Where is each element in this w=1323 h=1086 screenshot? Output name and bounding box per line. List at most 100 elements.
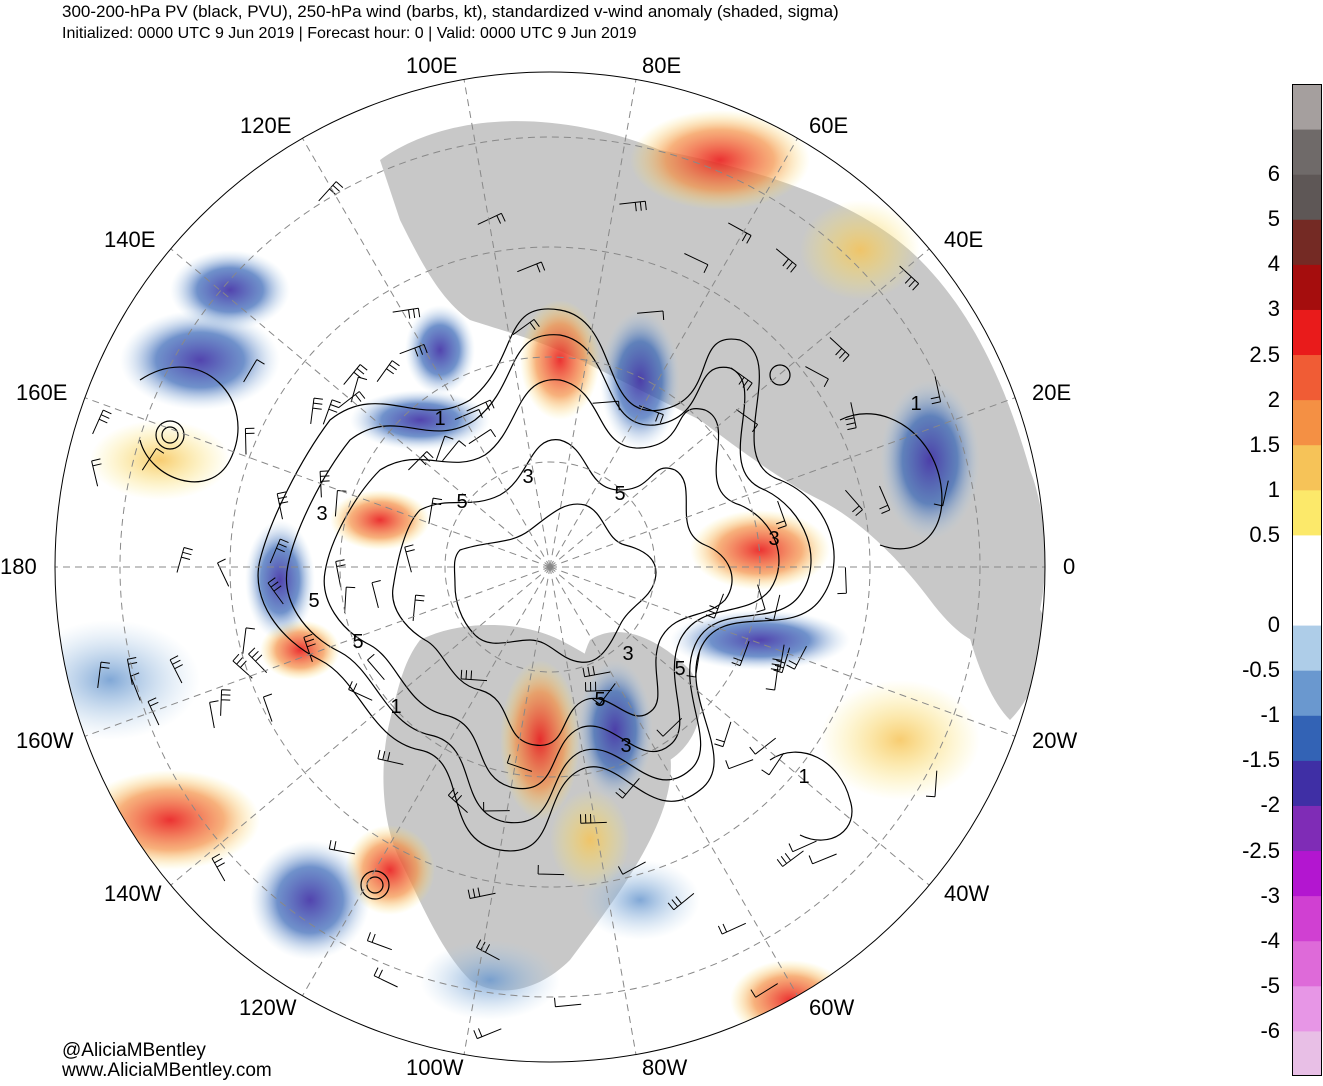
longitude-label: 140E [104,227,156,252]
pv-closed-contour [155,420,185,450]
wind-barb [344,586,356,614]
wind-barb [130,672,141,701]
wind-barb [725,759,754,770]
anomaly-blob [245,520,315,640]
wind-barb [243,359,265,383]
pv-contour-label: 1 [910,393,921,415]
wind-barb [684,253,709,274]
colorbar-label: -0.5 [1242,657,1280,682]
anomaly-blob [630,110,810,210]
colorbar-swatch [1292,850,1322,897]
colorbar-label: -6 [1260,1018,1280,1043]
colorbar-swatch [1292,534,1322,581]
colorbar-swatch [1292,444,1322,491]
colorbar-label: 6 [1267,161,1280,186]
colorbar-label: 4 [1267,251,1280,276]
wind-barb [638,405,664,424]
wind-barb [366,932,392,951]
colorbar-label: -5 [1260,973,1280,998]
pv-contour-label: 1 [434,408,445,430]
wind-barb [517,261,546,273]
wind-barb [736,409,759,433]
wind-barb [617,861,646,875]
wind-barb [775,248,797,273]
colorbar-label: -1 [1260,702,1280,727]
pv-contour-label: 5 [594,689,605,711]
wind-barb [211,853,226,882]
wind-barb [126,657,138,685]
wind-barb [788,840,817,853]
pv-closed-contour [366,876,384,894]
anomaly-blob [250,840,370,960]
anomaly-blob [550,790,630,890]
pv-contour [257,308,835,852]
pv-contour-label: 3 [622,643,633,665]
wind-barb [269,538,289,564]
wind-barb [506,754,533,772]
pv-contour-label: 3 [316,503,327,525]
map-border [54,71,1046,1063]
credit-handle: @AliciaMBentley [62,1040,206,1061]
wind-barb [656,717,683,737]
wind-barb [879,485,891,514]
latitude-circle [229,246,871,888]
longitude-label: 140W [104,881,162,906]
wind-barb [476,939,500,961]
meridian-line [75,393,551,568]
anomaly-blob [690,510,830,590]
colorbar-label: -2 [1260,792,1280,817]
wind-barb [97,661,110,688]
longitude-label: 60E [809,113,849,138]
meridian-line [297,129,551,568]
longitude-label: 0 [1063,554,1076,579]
meridian-line [549,72,639,568]
colorbar-swatch [1292,805,1322,852]
meridian-line [549,129,803,568]
wind-barb [392,307,421,319]
longitude-label: 20E [1032,380,1072,405]
wind-barb [373,967,398,988]
longitude-label: 40E [944,227,984,252]
wind-barb [776,500,787,530]
anomaly-blob [90,420,230,500]
colorbar-swatch [1292,670,1322,716]
wind-barb [435,435,454,461]
pv-contour [323,379,780,790]
anomaly-blob [800,200,920,300]
pv-contour [139,366,239,483]
colorbar-swatch [1292,715,1322,761]
pv-contour [453,503,657,663]
longitude-label: 120E [240,113,292,138]
wind-barb [537,864,565,876]
wind-barb [829,337,850,363]
meridian-line [75,566,551,741]
wind-barb [248,647,268,673]
wind-barb [262,693,273,722]
wind-barb [764,594,781,621]
wind-barb [169,655,183,684]
longitude-label: 40W [944,881,990,906]
wind-barb [925,770,938,798]
wind-barb [554,997,582,1008]
colorbar-swatch [1292,580,1322,626]
anomaly-blob [820,680,980,800]
colorbar-label: 2.5 [1249,342,1280,367]
wind-barb [899,265,920,291]
meridian-line [461,72,551,568]
wind-barb [338,391,366,408]
wind-barb [667,893,695,911]
pv-closed-contour [769,364,791,386]
wind-barb [220,689,231,716]
colorbar-swatch [1292,489,1322,536]
wind-barb [377,749,404,765]
latitude-circle [119,136,981,998]
pv-contour-label: 5 [456,491,467,513]
map-subtitle: Initialized: 0000 UTC 9 Jun 2019 | Forec… [62,25,637,42]
colorbar-label: -4 [1260,928,1280,953]
colorbar-swatch [1292,625,1322,671]
meridian-line [549,242,938,568]
colorbar-swatch [1292,1030,1322,1076]
wind-barb [348,681,373,701]
wind-barb [750,983,778,998]
meridian-line [549,566,803,1005]
